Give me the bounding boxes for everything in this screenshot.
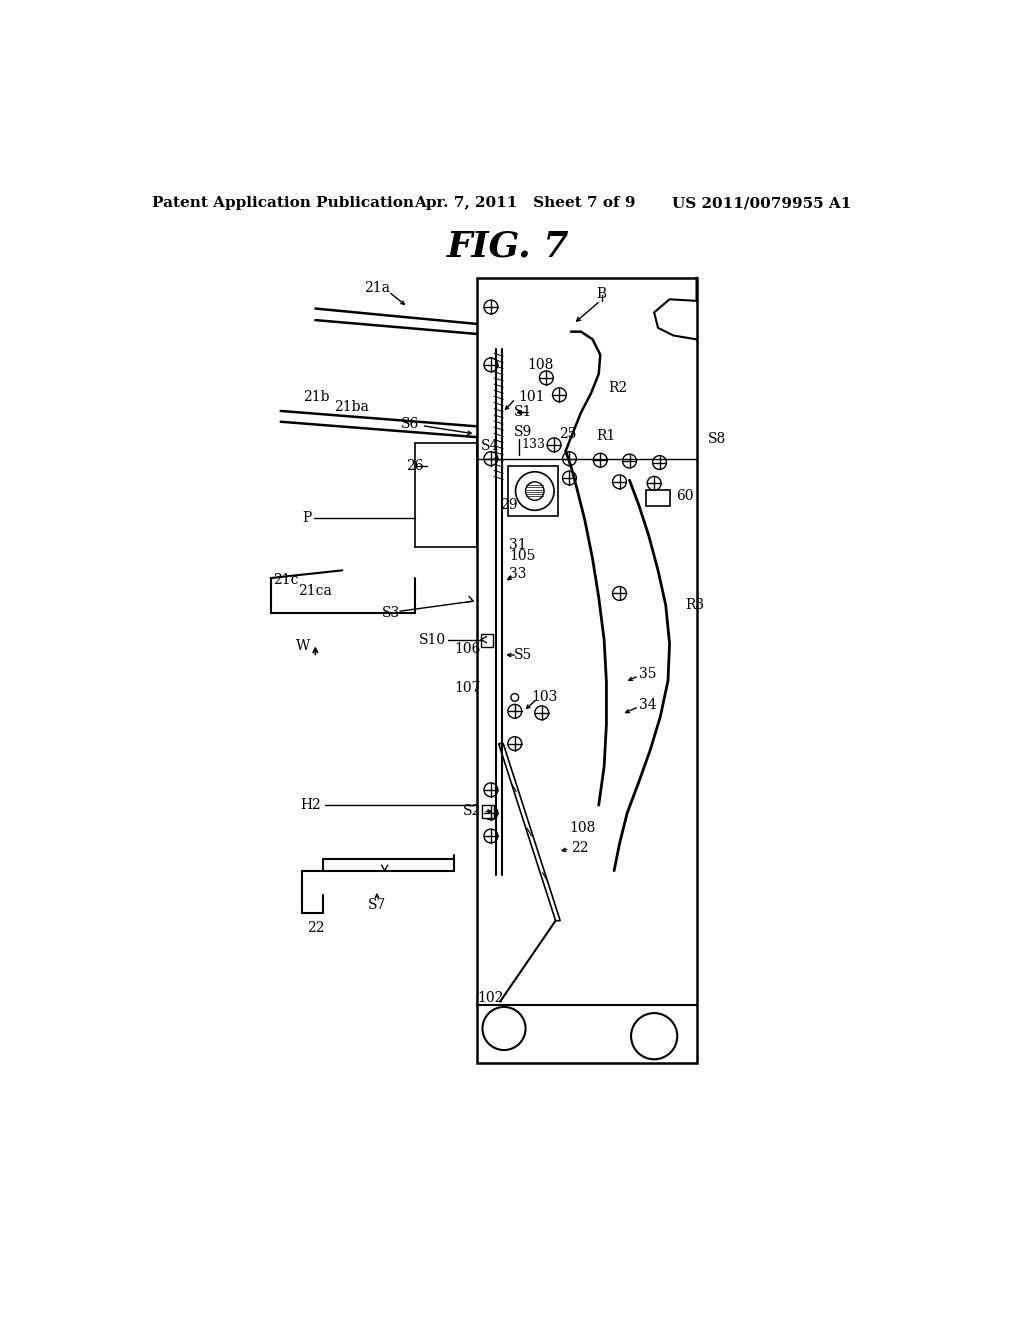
Circle shape bbox=[508, 737, 521, 751]
Polygon shape bbox=[499, 743, 560, 921]
Text: 29: 29 bbox=[501, 498, 518, 512]
Circle shape bbox=[484, 783, 498, 797]
Text: 105: 105 bbox=[509, 549, 536, 564]
Text: B: B bbox=[597, 286, 607, 301]
Circle shape bbox=[647, 477, 662, 490]
Text: 33: 33 bbox=[509, 568, 527, 581]
Text: S6: S6 bbox=[401, 417, 419, 432]
Text: 133: 133 bbox=[521, 438, 545, 451]
Text: Apr. 7, 2011   Sheet 7 of 9: Apr. 7, 2011 Sheet 7 of 9 bbox=[414, 197, 636, 210]
Text: 34: 34 bbox=[639, 698, 656, 711]
Text: S3: S3 bbox=[382, 606, 400, 619]
Text: US 2011/0079955 A1: US 2011/0079955 A1 bbox=[673, 197, 852, 210]
Text: 21c: 21c bbox=[273, 573, 298, 587]
Text: 102: 102 bbox=[478, 991, 504, 1005]
Circle shape bbox=[484, 358, 498, 372]
Text: H2: H2 bbox=[301, 799, 322, 812]
Circle shape bbox=[612, 586, 627, 601]
Circle shape bbox=[484, 451, 498, 466]
Text: S7: S7 bbox=[368, 899, 386, 912]
Text: W: W bbox=[296, 639, 310, 653]
Circle shape bbox=[515, 471, 554, 511]
Text: 25: 25 bbox=[559, 428, 577, 441]
Text: 103: 103 bbox=[531, 690, 557, 705]
Text: FIG. 7: FIG. 7 bbox=[446, 230, 569, 264]
Circle shape bbox=[652, 455, 667, 470]
Circle shape bbox=[623, 454, 637, 469]
Text: 21ba: 21ba bbox=[335, 400, 370, 414]
Circle shape bbox=[484, 829, 498, 843]
Text: R3: R3 bbox=[685, 598, 705, 612]
Bar bbox=[477, 277, 696, 1063]
Text: R1: R1 bbox=[596, 429, 615, 442]
Text: S10: S10 bbox=[419, 632, 446, 647]
Circle shape bbox=[482, 1007, 525, 1051]
Text: 106: 106 bbox=[455, 642, 481, 656]
Text: 22: 22 bbox=[306, 921, 325, 936]
Text: Patent Application Publication: Patent Application Publication bbox=[152, 197, 414, 210]
Bar bbox=[646, 490, 670, 507]
Circle shape bbox=[612, 475, 627, 488]
Text: 108: 108 bbox=[527, 358, 554, 372]
Circle shape bbox=[508, 705, 521, 718]
Circle shape bbox=[553, 388, 566, 401]
Text: S4: S4 bbox=[481, 438, 500, 453]
Circle shape bbox=[540, 371, 553, 385]
Text: 26: 26 bbox=[406, 459, 423, 474]
Text: S1: S1 bbox=[514, 405, 532, 420]
Circle shape bbox=[562, 471, 577, 484]
Text: P: P bbox=[302, 511, 311, 525]
Text: 21ca: 21ca bbox=[298, 585, 333, 598]
Text: 21b: 21b bbox=[303, 391, 330, 404]
Circle shape bbox=[562, 451, 577, 466]
Circle shape bbox=[525, 482, 544, 500]
Text: 22: 22 bbox=[571, 841, 589, 854]
Text: 31: 31 bbox=[509, 539, 527, 552]
Circle shape bbox=[511, 693, 518, 701]
Circle shape bbox=[631, 1014, 677, 1059]
Bar bbox=[481, 805, 494, 817]
Text: 35: 35 bbox=[639, 668, 656, 681]
Circle shape bbox=[547, 438, 561, 451]
Circle shape bbox=[484, 807, 498, 820]
Text: S2: S2 bbox=[463, 804, 481, 818]
Circle shape bbox=[535, 706, 549, 719]
Text: R2: R2 bbox=[608, 381, 627, 395]
Text: 21a: 21a bbox=[364, 281, 390, 294]
Text: 108: 108 bbox=[569, 821, 596, 836]
Text: 60: 60 bbox=[676, 488, 693, 503]
Text: S8: S8 bbox=[708, 433, 726, 446]
Text: 101: 101 bbox=[518, 391, 545, 404]
Text: S5: S5 bbox=[514, 648, 532, 663]
Text: 107: 107 bbox=[455, 681, 481, 696]
Bar bbox=[481, 635, 494, 647]
Circle shape bbox=[593, 453, 607, 467]
Text: S9: S9 bbox=[514, 425, 532, 438]
Bar bbox=[508, 466, 558, 516]
Circle shape bbox=[484, 300, 498, 314]
